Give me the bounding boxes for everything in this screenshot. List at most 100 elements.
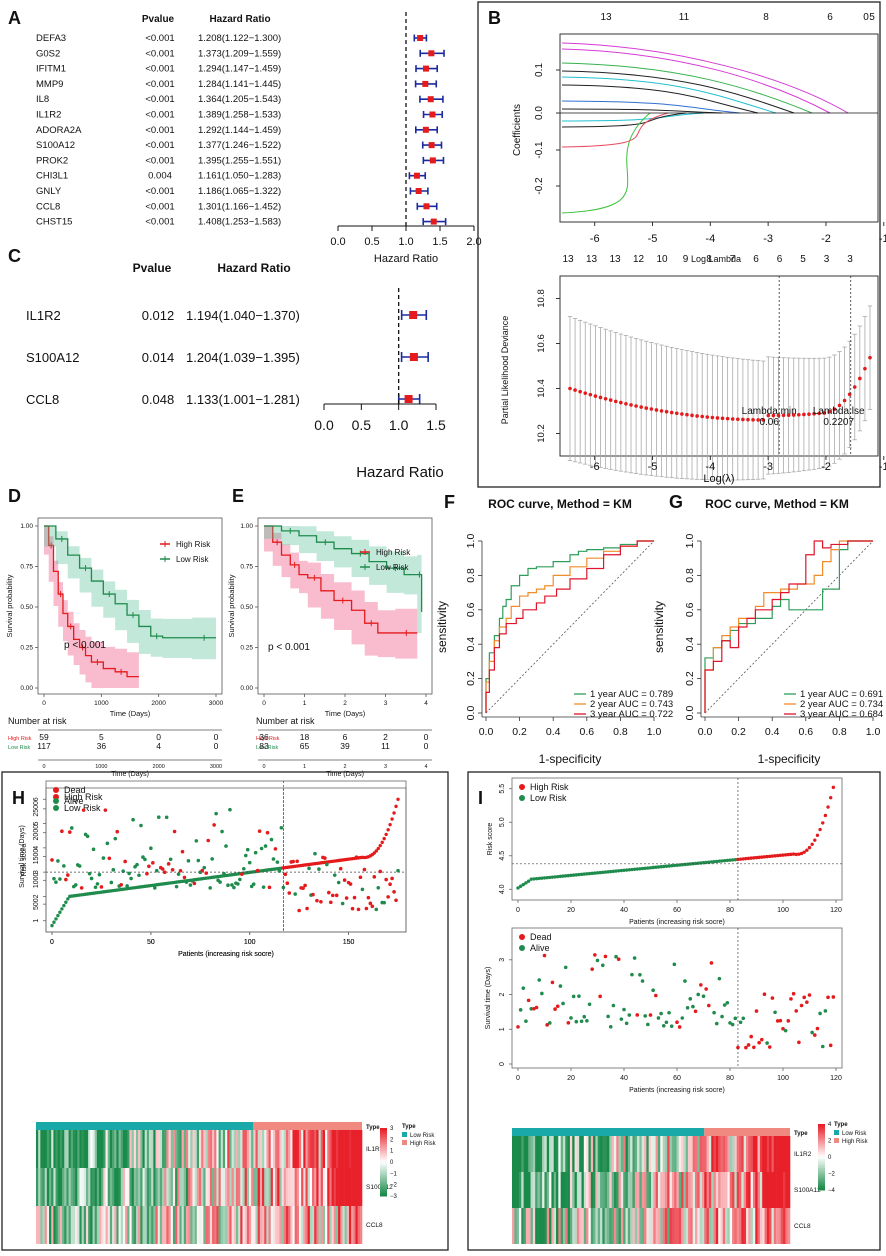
log-lambda-top-label: Log Lambda (691, 254, 741, 264)
y-tick-label: 5.0 (499, 817, 506, 827)
deviance-point (685, 412, 689, 417)
heatmap-cell (676, 1136, 680, 1172)
heatmap-cell (327, 1168, 330, 1206)
survival-point (368, 901, 373, 906)
risk-score-point (776, 853, 780, 858)
heatmap-cell (266, 1206, 269, 1244)
survival-point (218, 880, 222, 884)
heatmap-cell (135, 1206, 139, 1244)
heatmap-cell (38, 1130, 41, 1168)
survival-point (693, 1009, 698, 1014)
heatmap-cell (218, 1206, 222, 1244)
heatmap-cell (251, 1130, 254, 1168)
risk-score-point (815, 833, 820, 837)
heatmap-cell (514, 1136, 517, 1172)
heatmap-cell (314, 1206, 317, 1244)
deviance-point (680, 412, 684, 416)
survival-point (69, 826, 74, 830)
heatmap-cell (166, 1168, 169, 1206)
heatmap-cell (734, 1136, 738, 1172)
heatmap-cell (331, 1168, 335, 1206)
heatmap-cell (303, 1130, 306, 1168)
bottom-count-label: 5 (800, 254, 806, 265)
heatmap-cell (201, 1206, 204, 1244)
heatmap-cell (90, 1168, 93, 1206)
heatmap-cell (242, 1168, 245, 1206)
y-axis-label: Survival time (Days) (485, 967, 492, 1030)
survival-point (206, 838, 211, 843)
heatmap-cell (329, 1130, 332, 1168)
heatmap-cell (639, 1172, 643, 1208)
survival-point (728, 1021, 732, 1025)
risk-score-point (805, 848, 809, 852)
color-scale-cell (380, 1193, 387, 1197)
heatmap-cell (275, 1206, 278, 1244)
heatmap-gene-label: IL1R2 (794, 1151, 812, 1158)
heatmap-cell (44, 1206, 48, 1244)
heatmap-cell (340, 1206, 343, 1244)
pvalue-label: <0.001 (145, 217, 174, 228)
gene-label: CHST15 (36, 217, 72, 228)
coefficient-path (561, 76, 777, 114)
heatmap-cell (168, 1206, 172, 1244)
heatmap-cell (131, 1168, 135, 1206)
heatmap-cell (179, 1206, 182, 1244)
heatmap-cell (783, 1136, 786, 1172)
heatmap-cell (188, 1130, 191, 1168)
heatmap-cell (218, 1130, 222, 1168)
heatmap-cell (532, 1172, 536, 1208)
heatmap-cell (294, 1130, 298, 1168)
heatmap-cell (514, 1208, 517, 1244)
heatmap-cell (85, 1206, 89, 1244)
heatmap-cell (708, 1208, 712, 1244)
hr-label: 1.373(1.209−1.559) (198, 48, 281, 59)
heatmap-cell (75, 1130, 78, 1168)
heatmap-cell (168, 1168, 172, 1206)
heatmap-cell (64, 1130, 67, 1168)
heatmap-cell (244, 1168, 248, 1206)
heatmap-cell (270, 1206, 274, 1244)
survival-point (192, 881, 197, 886)
heatmap-cell (713, 1172, 717, 1208)
x-tick-label: 2.0 (466, 236, 481, 248)
risk-table-title: Number at risk (8, 716, 67, 726)
heatmap-cell (653, 1136, 656, 1172)
survival-point (372, 875, 377, 879)
risk-score-point (826, 805, 830, 809)
survival-point (664, 1020, 669, 1025)
deviance-point (669, 410, 674, 415)
heatmap-cell (131, 1130, 135, 1168)
heatmap-cell (107, 1130, 111, 1168)
risk-value: 11 (381, 741, 390, 751)
color-scale-cell (818, 1154, 825, 1158)
heatmap-cell (351, 1168, 354, 1206)
top-y-tick-label: 0.0 (534, 106, 545, 120)
heatmap-cell (331, 1206, 335, 1244)
heatmap-cell (57, 1130, 61, 1168)
heatmap-cell (583, 1136, 587, 1172)
y-tick-label: 0.0 (465, 706, 477, 721)
survival-point (635, 1013, 640, 1017)
heatmap-cell (346, 1206, 350, 1244)
heatmap-cell (556, 1208, 559, 1244)
risk-score-point (582, 872, 586, 876)
heatmap-cell (327, 1130, 330, 1168)
type-legend-title: Type (834, 1122, 848, 1128)
heatmap-cell (725, 1172, 728, 1208)
legend-swatch (519, 795, 525, 801)
x-tick-label: 50 (147, 939, 155, 946)
risk-score-point (783, 853, 788, 857)
heatmap-cell (201, 1130, 204, 1168)
heatmap-cell (327, 1206, 330, 1244)
heatmap-cell (514, 1172, 517, 1208)
heatmap-cell (667, 1172, 670, 1208)
heatmap-cell (312, 1130, 315, 1168)
survival-point (52, 876, 56, 881)
risk-score-point (526, 879, 531, 883)
heatmap-cell (644, 1136, 647, 1172)
heatmap-cell (739, 1136, 742, 1172)
heatmap-cell (593, 1172, 596, 1208)
bottom-count-label: 6 (777, 254, 783, 265)
x-tick-label: 3000 (209, 700, 224, 707)
heatmap-cell (695, 1136, 698, 1172)
